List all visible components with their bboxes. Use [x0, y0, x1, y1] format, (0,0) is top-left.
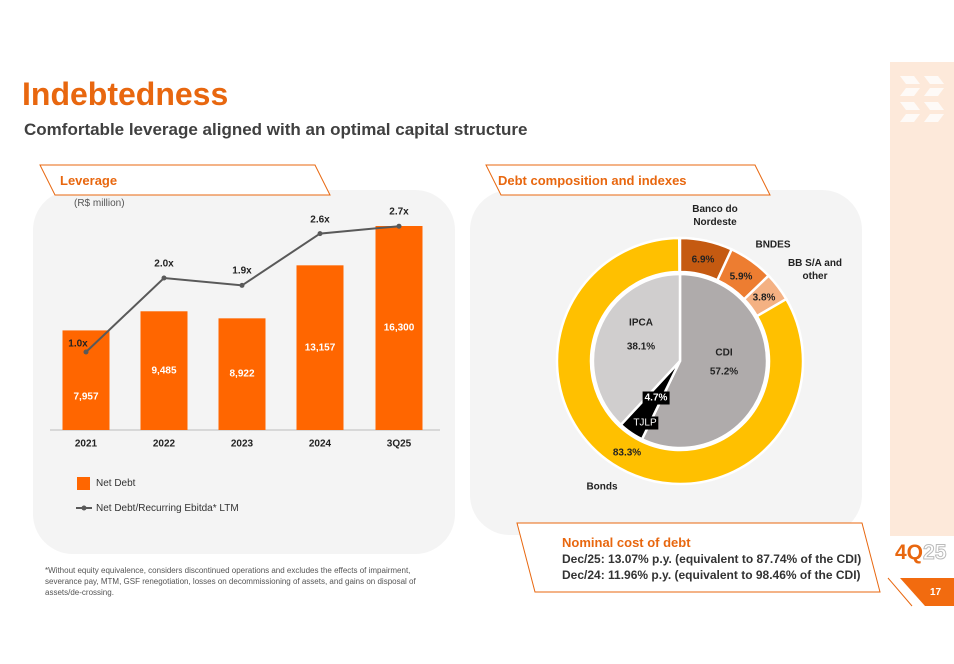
slice-label: 57.2% [709, 366, 739, 378]
bar-2024 [296, 265, 344, 430]
line-value-label: 2.7x [389, 206, 409, 218]
slice-ipca [591, 272, 682, 427]
quarter-badge: 4Q25 [895, 541, 947, 565]
x-tick-label: 2023 [230, 438, 254, 450]
bar-3Q25 [375, 226, 423, 430]
slice-name: TJLP [631, 416, 659, 430]
x-tick-label: 2022 [152, 438, 176, 450]
bar-2021 [62, 330, 110, 430]
bar-value-label: 7,957 [73, 391, 99, 403]
slice-cdi [640, 272, 769, 450]
line-value-label: 1.0x [68, 338, 88, 350]
legend-bar-swatch [77, 477, 90, 490]
page-number: 17 [930, 587, 942, 598]
slice-name: CDI [715, 347, 733, 359]
leverage-header: Leverage [60, 173, 118, 188]
slice-label: 5.9% [729, 271, 753, 283]
side-band [890, 62, 954, 536]
bar-2022 [140, 311, 188, 430]
legend-line-swatch [76, 505, 92, 511]
bar-value-label: 16,300 [383, 322, 415, 334]
bar-value-label: 9,485 [151, 365, 177, 377]
slice-label: 4.7% [642, 391, 670, 405]
line-point-2021 [83, 349, 89, 355]
quarter-year: 25 [923, 541, 947, 565]
slice-name: IPCA [629, 317, 653, 329]
nominal-cost-box: Nominal cost of debt Dec/25: 13.07% p.y.… [562, 535, 861, 583]
slice-bonds [555, 236, 805, 486]
legend-net-debt: Net Debt [96, 478, 136, 489]
x-tick-label: 2021 [74, 438, 98, 450]
line-value-label: 2.0x [154, 258, 174, 270]
unit-label: (R$ million) [74, 198, 125, 209]
bndes-label: BNDES [755, 239, 791, 251]
page-subtitle: Comfortable leverage aligned with an opt… [24, 120, 528, 139]
legend-leverage-ratio: Net Debt/Recurring Ebitda* LTM [96, 503, 239, 514]
cost-line-dec25: Dec/25: 13.07% p.y. (equivalent to 87.74… [562, 552, 862, 566]
line-point-2022 [161, 275, 167, 281]
quarter: 4Q [895, 541, 924, 564]
slice-label: 83.3% [612, 447, 642, 459]
footnote: *Without equity equivalence, considers d… [45, 566, 416, 597]
cost-line-dec24: Dec/24: 11.96% p.y. (equivalent to 98.46… [562, 568, 861, 582]
slice-label: 38.1% [626, 341, 656, 353]
line-value-label: 2.6x [310, 214, 330, 226]
line-point-2024 [317, 231, 323, 237]
slice-label: 6.9% [691, 254, 715, 266]
bar-2023 [218, 318, 266, 430]
x-tick-label: 2024 [308, 438, 332, 450]
line-value-label: 1.9x [232, 265, 252, 277]
x-tick-label: 3Q25 [386, 438, 412, 450]
line-point-3Q25 [396, 223, 402, 229]
line-point-2023 [239, 282, 245, 288]
cost-title: Nominal cost of debt [562, 535, 691, 550]
banco-nordeste-label: Banco do Nordeste [692, 204, 738, 228]
bar-value-label: 13,157 [304, 342, 336, 354]
page-title: Indebtedness [22, 76, 229, 112]
logo-icon [900, 76, 944, 122]
bar-value-label: 8,922 [229, 368, 255, 380]
slice-label: 3.8% [752, 292, 776, 304]
bonds-label: Bonds [586, 481, 618, 493]
bb-label: BB S/A and other [787, 258, 843, 282]
debt-header: Debt composition and indexes [498, 173, 687, 188]
